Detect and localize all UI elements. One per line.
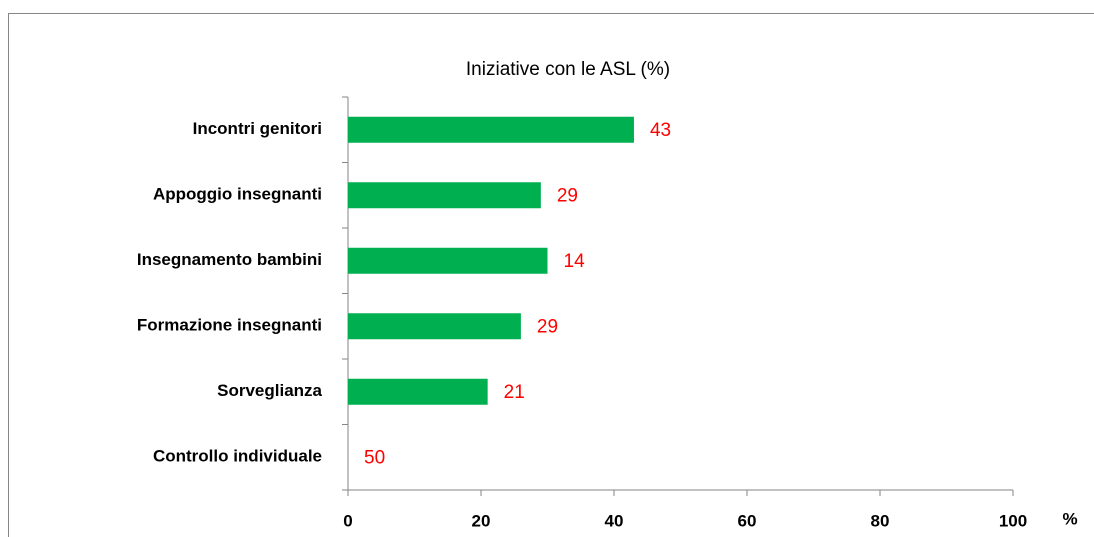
bar xyxy=(348,182,541,209)
x-tick-label: 80 xyxy=(871,511,890,530)
bar xyxy=(348,116,634,143)
y-tick-label: Controllo individuale xyxy=(153,447,322,466)
data-label: 21 xyxy=(504,382,525,403)
y-tick-label: Insegnamento bambini xyxy=(137,250,322,269)
y-tick-label: Appoggio insegnanti xyxy=(153,185,322,204)
data-label: 29 xyxy=(557,185,578,206)
data-label: 50 xyxy=(364,447,385,468)
x-tick-label: 100 xyxy=(999,511,1027,530)
bar xyxy=(348,313,521,340)
x-axis-label: % xyxy=(1062,509,1077,528)
x-tick-label: 0 xyxy=(343,511,352,530)
x-tick-label: 40 xyxy=(605,511,624,530)
chart-title: Iniziative con le ASL (%) xyxy=(466,59,670,80)
data-label: 14 xyxy=(564,251,586,272)
x-tick-label: 20 xyxy=(472,511,491,530)
bar xyxy=(348,247,548,274)
bar xyxy=(348,378,488,405)
y-tick-label: Sorveglianza xyxy=(217,381,322,400)
data-label: 29 xyxy=(537,316,558,337)
y-tick-label: Formazione insegnanti xyxy=(137,316,322,335)
data-label: 43 xyxy=(650,120,671,141)
chart-frame xyxy=(8,13,1094,537)
x-tick-label: 60 xyxy=(738,511,757,530)
y-tick-label: Incontri genitori xyxy=(193,119,322,138)
